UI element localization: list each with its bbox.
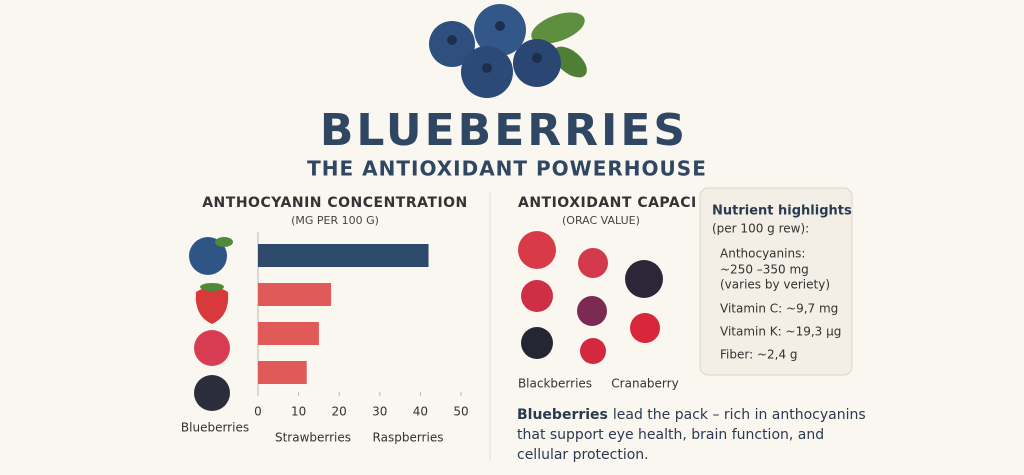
berry-group bbox=[518, 231, 663, 364]
nutrient-list: Anthocyanins: ~250 –350 mg(varies by veri… bbox=[720, 247, 841, 362]
summary-line: lead the pack – rich in anthocyanins bbox=[613, 407, 866, 423]
fruit-icons bbox=[189, 237, 233, 411]
nutrient-subtitle: (per 100 g rew): bbox=[712, 222, 809, 236]
nutrient-line: Vitamin C: ~9,7 mg bbox=[720, 302, 838, 316]
antioxidant-subtitle: (ORAC VALUE) bbox=[562, 214, 640, 227]
x-tick-label: 40 bbox=[413, 405, 428, 419]
chart-subtitle: (MG PER 100 G) bbox=[291, 214, 379, 227]
category-label: Blueberries bbox=[181, 421, 249, 435]
nutrient-line: Vitamin K: ~19,3 µg bbox=[720, 325, 841, 339]
summary-line: that support eye health, brain function,… bbox=[517, 427, 824, 443]
bar-chart: 0 10 20 30 40 50 Blueberries Strawberries Raspbe… bbox=[181, 244, 469, 445]
blueberry-illustration bbox=[429, 4, 587, 98]
bar bbox=[258, 283, 332, 306]
bar bbox=[258, 361, 307, 384]
nutrient-line: Fiber: ~2,4 g bbox=[720, 348, 798, 362]
nutrient-line: ~250 –350 mg bbox=[720, 263, 809, 277]
chart-title: ANTHOCYANIN CONCENTRATION bbox=[202, 195, 468, 211]
berry-label: Blackberries bbox=[518, 377, 592, 391]
subtitle: THE ANTIOXIDANT POWERHOUSE bbox=[307, 157, 707, 181]
bar bbox=[258, 322, 319, 345]
antioxidant-title: ANTIOXIDANT CAPACI bbox=[518, 195, 697, 211]
berry-label: Cranaberry bbox=[611, 377, 678, 391]
summary-line: cellular protection. bbox=[517, 447, 649, 463]
nutrient-line: (varies by veriety) bbox=[720, 278, 830, 292]
x-tick-label: 20 bbox=[332, 405, 347, 419]
title: BLUEBERRIES bbox=[320, 105, 688, 156]
summary: Blueberries lead the pack – rich in antho… bbox=[517, 407, 866, 423]
x-tick-label: 0 bbox=[254, 405, 262, 419]
nutrient-line: Anthocyanins: bbox=[720, 247, 805, 261]
summary-lead: Blueberries bbox=[517, 407, 608, 423]
bar bbox=[258, 244, 429, 267]
x-tick-label: 30 bbox=[372, 405, 387, 419]
category-label: Raspberries bbox=[373, 431, 444, 445]
x-tick-label: 10 bbox=[291, 405, 306, 419]
nutrient-title: Nutrient highlights bbox=[712, 204, 852, 219]
nutrient-box bbox=[699, 187, 853, 376]
category-label: Strawberries bbox=[275, 431, 351, 445]
x-tick-label: 50 bbox=[453, 405, 468, 419]
